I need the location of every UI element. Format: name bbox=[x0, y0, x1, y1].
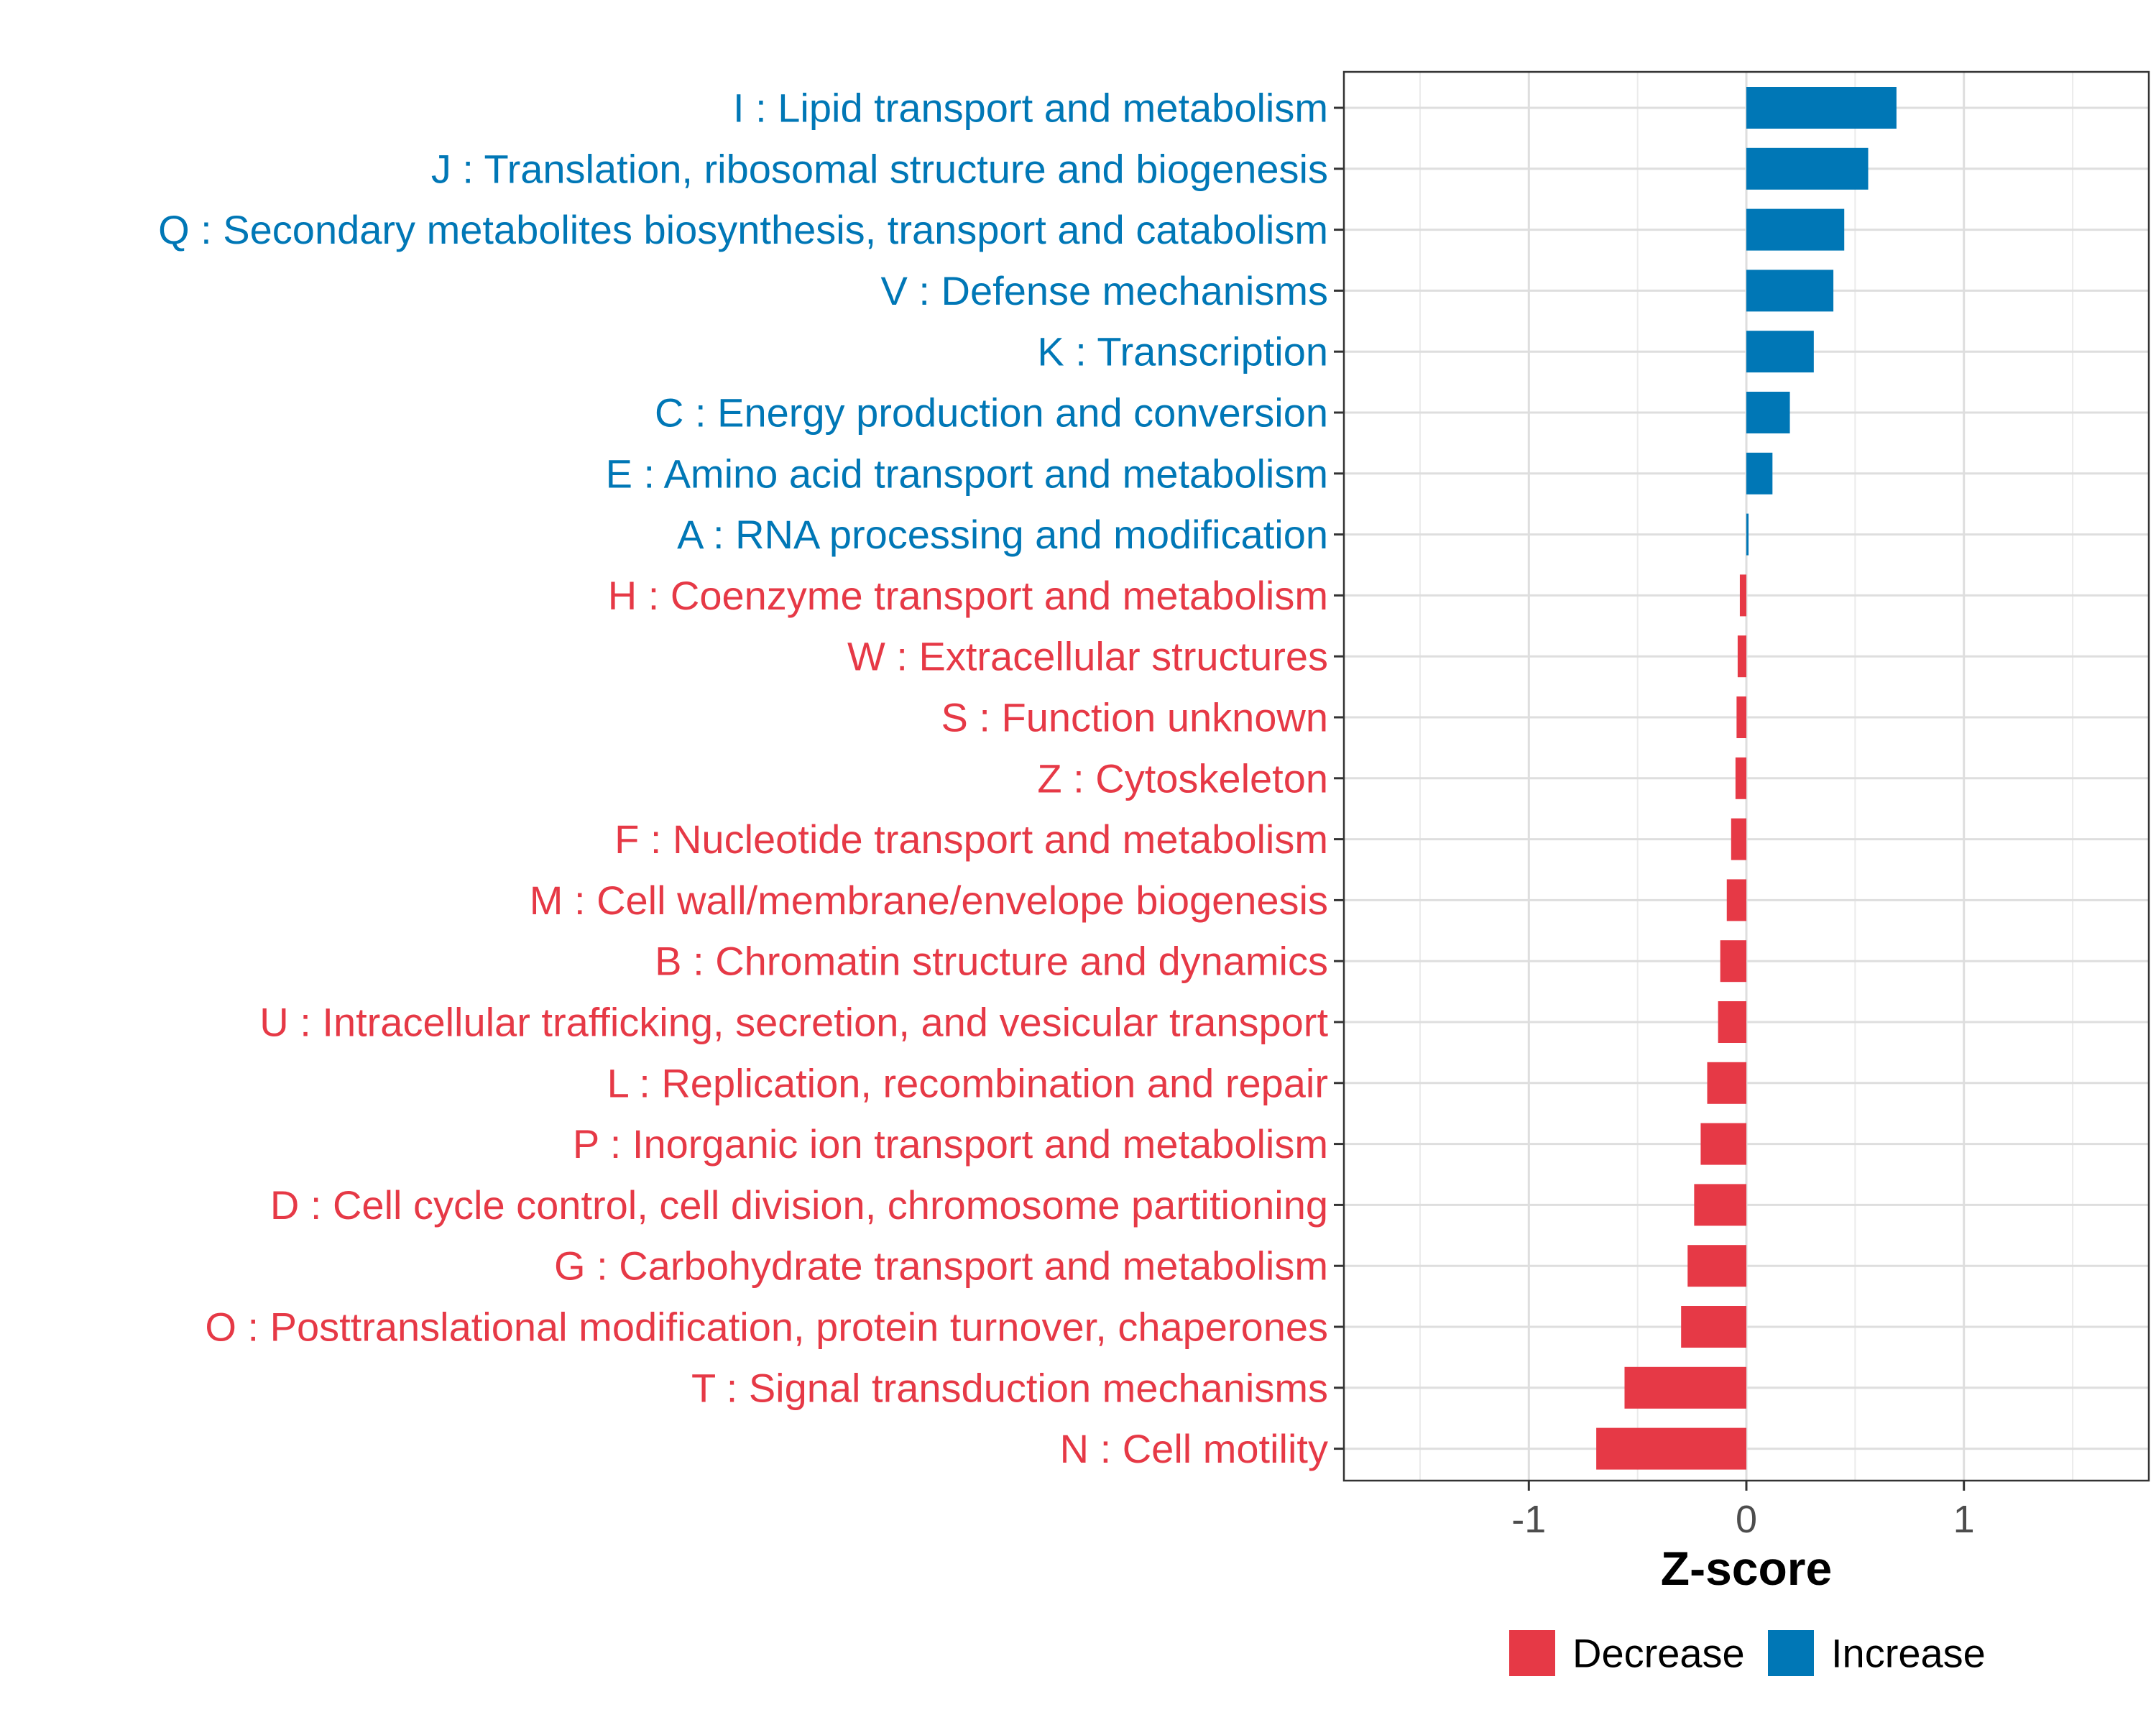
category-label: K : Transcription bbox=[1037, 329, 1328, 374]
category-label: G : Carbohydrate transport and metabolis… bbox=[554, 1243, 1328, 1289]
bar bbox=[1746, 87, 1897, 129]
bar bbox=[1746, 331, 1814, 373]
category-label: T : Signal transduction mechanisms bbox=[691, 1365, 1328, 1410]
bar bbox=[1746, 513, 1749, 556]
category-label: A : RNA processing and modification bbox=[677, 512, 1328, 557]
category-label: V : Defense mechanisms bbox=[881, 268, 1328, 313]
category-label: S : Function unknown bbox=[941, 695, 1328, 740]
x-tick-label: 0 bbox=[1736, 1498, 1757, 1541]
bar bbox=[1687, 1245, 1746, 1287]
bar bbox=[1737, 635, 1746, 678]
category-label: Z : Cytoskeleton bbox=[1037, 755, 1328, 801]
category-label: U : Intracellular trafficking, secretion… bbox=[259, 1000, 1328, 1045]
category-label: L : Replication, recombination and repai… bbox=[607, 1060, 1328, 1105]
bar bbox=[1596, 1427, 1746, 1470]
category-label: M : Cell wall/membrane/envelope biogenes… bbox=[530, 878, 1328, 923]
category-labels: I : Lipid transport and metabolism J : Tr… bbox=[158, 86, 1344, 1471]
bar bbox=[1624, 1366, 1746, 1409]
bar bbox=[1700, 1123, 1746, 1165]
bar bbox=[1746, 208, 1845, 251]
category-label: E : Amino acid transport and metabolism bbox=[606, 451, 1328, 496]
bar bbox=[1720, 940, 1746, 983]
category-label: B : Chromatin structure and dynamics bbox=[655, 939, 1328, 984]
legend: Decrease Increase bbox=[1509, 1630, 1986, 1676]
bar bbox=[1707, 1062, 1746, 1104]
bar bbox=[1694, 1184, 1746, 1226]
category-label: F : Nucleotide transport and metabolism bbox=[614, 816, 1328, 862]
legend-key-decrease bbox=[1509, 1630, 1555, 1676]
category-label: D : Cell cycle control, cell division, c… bbox=[270, 1182, 1328, 1228]
category-label: H : Coenzyme transport and metabolism bbox=[608, 573, 1328, 618]
x-axis-ticks: -1 0 1 bbox=[1511, 1481, 1975, 1541]
bar bbox=[1746, 392, 1790, 433]
bar bbox=[1681, 1306, 1746, 1348]
category-label: O : Posttranslational modification, prot… bbox=[205, 1305, 1328, 1350]
legend-key-increase bbox=[1768, 1630, 1814, 1676]
bar bbox=[1718, 1001, 1746, 1043]
category-label: P : Inorganic ion transport and metaboli… bbox=[573, 1121, 1328, 1167]
x-tick-label: 1 bbox=[1953, 1498, 1975, 1541]
category-label: N : Cell motility bbox=[1060, 1426, 1328, 1471]
legend-label: Decrease bbox=[1572, 1631, 1745, 1676]
bars bbox=[1596, 87, 1897, 1470]
x-tick-label: -1 bbox=[1511, 1498, 1546, 1541]
bar bbox=[1746, 147, 1869, 190]
category-label: J : Translation, ribosomal structure and… bbox=[431, 146, 1328, 191]
category-label: Q : Secondary metabolites biosynthesis, … bbox=[158, 207, 1328, 252]
bar bbox=[1746, 452, 1773, 494]
category-label: C : Energy production and conversion bbox=[655, 390, 1328, 436]
bar bbox=[1726, 879, 1746, 921]
legend-label: Increase bbox=[1831, 1631, 1986, 1676]
category-label: W : Extracellular structures bbox=[847, 634, 1328, 679]
bar bbox=[1736, 696, 1746, 738]
bar bbox=[1731, 818, 1746, 860]
bar bbox=[1735, 757, 1746, 799]
bar bbox=[1739, 574, 1746, 617]
category-label: I : Lipid transport and metabolism bbox=[733, 86, 1328, 131]
x-axis-title: Z-score bbox=[1661, 1542, 1832, 1595]
bar bbox=[1746, 270, 1834, 312]
